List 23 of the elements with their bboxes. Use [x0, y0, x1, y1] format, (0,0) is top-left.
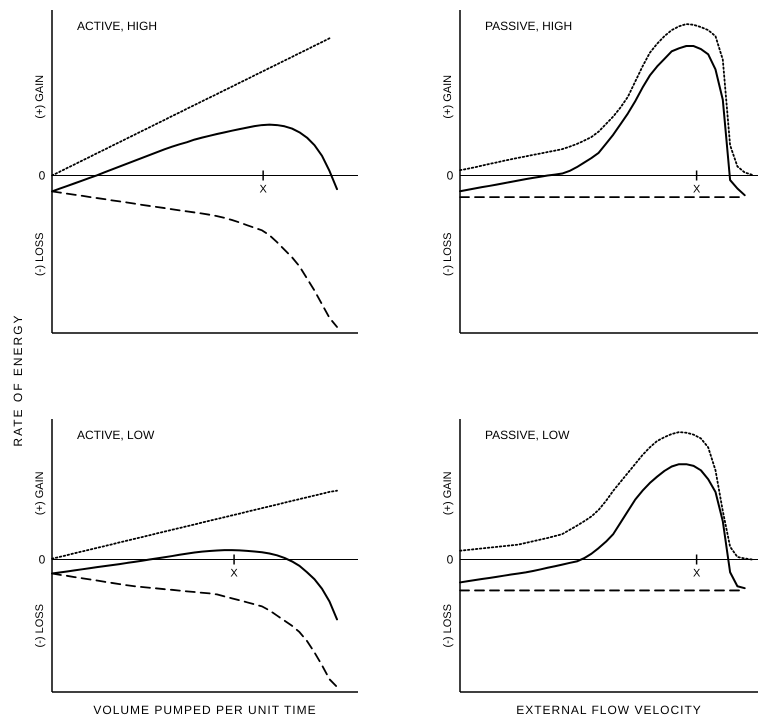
- text: (-) LOSS: [34, 232, 46, 276]
- annotation: X: [692, 568, 701, 580]
- text: 0: [38, 552, 46, 566]
- text: (+) GAIN: [34, 471, 46, 516]
- annotation: X: [230, 568, 238, 580]
- chart-title: ACTIVE, HIGH: [77, 19, 158, 33]
- text: 0: [446, 168, 454, 182]
- text: (+) GAIN: [442, 471, 454, 516]
- text: (-) LOSS: [442, 232, 454, 276]
- text: (+) GAIN: [442, 74, 454, 119]
- text: (-) LOSS: [34, 604, 46, 648]
- text: 0: [446, 552, 454, 566]
- annotation: X: [692, 184, 701, 196]
- x-axis-title: VOLUME PUMPED PER UNIT TIME: [93, 703, 317, 717]
- x-axis-title: EXTERNAL FLOW VELOCITY: [516, 703, 702, 717]
- chart-title: PASSIVE, HIGH: [485, 19, 572, 33]
- chart-title: ACTIVE, LOW: [77, 428, 156, 442]
- annotation: X: [259, 184, 268, 196]
- text: 0: [38, 168, 46, 182]
- text: (-) LOSS: [442, 604, 454, 648]
- text: (+) GAIN: [34, 74, 46, 119]
- chart-title: PASSIVE, LOW: [485, 428, 570, 442]
- y-axis-title: RATE OF ENERGY: [11, 313, 25, 447]
